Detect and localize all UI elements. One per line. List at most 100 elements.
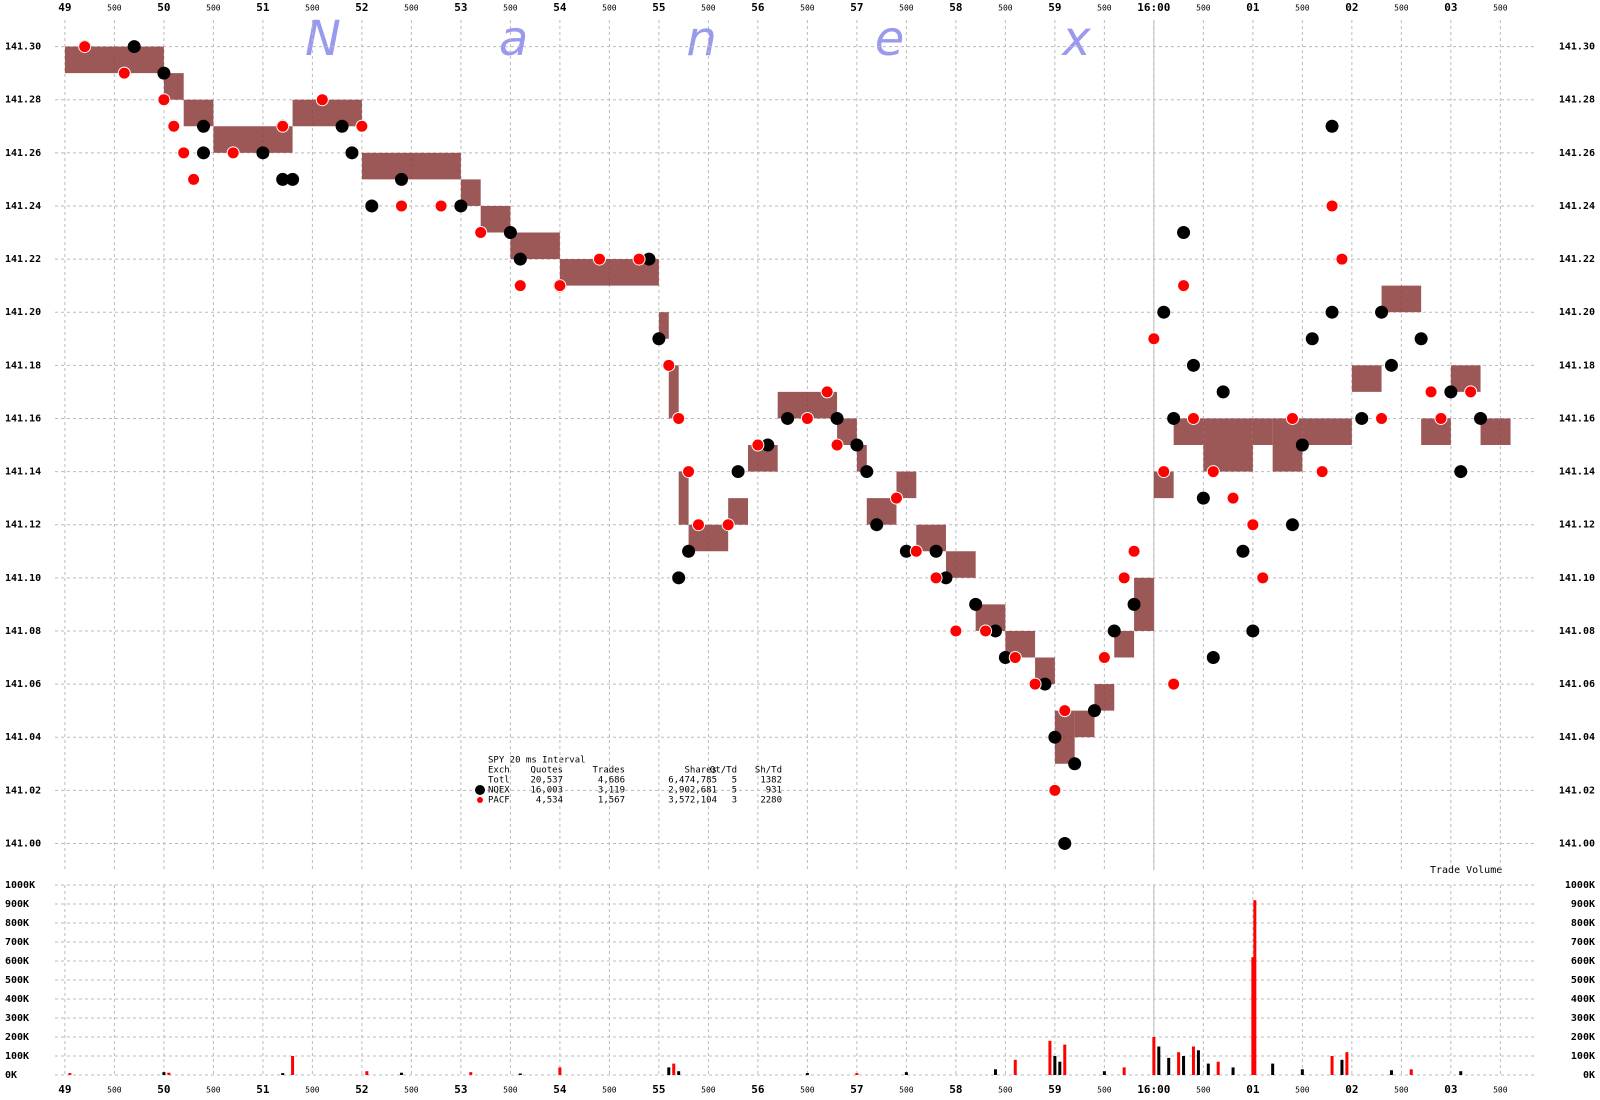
y-tick-label: 141.16 [5,413,41,424]
x-tick-label: 500 [602,1086,617,1095]
trade-point [1335,252,1349,266]
trade-point [889,491,903,505]
y-tick-label: 300K [1571,1013,1595,1024]
volume-bar [1182,1056,1186,1075]
volume-bar [1253,900,1257,1075]
trade-point [1107,624,1121,638]
y-tick-label: 141.18 [1559,360,1595,371]
volume-bar [68,1073,72,1075]
volume-bar [1058,1061,1062,1075]
trade-point [1127,597,1141,611]
trade-point [434,199,448,213]
trade-point [276,119,290,133]
x-tick-label: 500 [1493,1086,1508,1095]
volume-bar [1063,1044,1067,1075]
x-tick-label: 56 [751,1083,765,1096]
volume-bar [1053,1056,1057,1075]
trade-point [513,252,527,266]
watermark: Nanex [305,11,1249,67]
x-tick-label: 51 [256,1083,270,1096]
x-tick-label: 50 [157,1,170,14]
y-tick-label: 800K [1571,918,1595,929]
trade-point [1157,305,1171,319]
x-tick-label: 500 [998,4,1013,13]
stats-header: Qt/Td [710,766,737,776]
trade-point [256,146,270,160]
stats-cell: 16,003 [530,786,563,796]
nbbo-band [480,205,511,233]
trade-point [503,226,517,239]
y-tick-label: 141.28 [1559,95,1595,106]
y-tick-label: 141.02 [1559,785,1595,796]
y-tick-label: 141.06 [5,679,41,690]
trade-point [1325,305,1339,319]
volume-title: Trade Volume [1430,865,1502,876]
trade-point [1246,518,1260,532]
y-tick-label: 141.08 [5,626,41,637]
trade-point [394,172,408,186]
stats-cell: 6,474,785 [668,776,717,786]
trade-point [860,465,874,479]
volume-bar [162,1072,166,1075]
trade-point [1177,226,1191,239]
x-tick-label: 53 [454,1083,467,1096]
y-tick-label: 141.22 [5,254,41,265]
x-tick-label: 02 [1345,1,1358,14]
trade-point [1048,783,1062,797]
volume-bar [993,1069,997,1075]
nbbo-band [945,551,976,578]
trade-point [672,571,686,585]
trade-point [345,146,359,160]
x-tick-label: 16:00 [1137,1083,1170,1096]
x-tick-label: 49 [58,1,71,14]
x-tick-label: 16:00 [1137,1,1170,14]
trade-point [454,199,468,213]
x-tick-label: 58 [949,1083,962,1096]
y-tick-label: 400K [5,994,29,1005]
trade-point [682,465,696,479]
stats-cell: 1,567 [598,796,625,806]
trade-point [652,332,666,346]
trade-point [1236,544,1250,558]
trade-point [117,66,131,80]
stats-cell: 2280 [760,796,782,806]
trade-point [1186,358,1200,372]
nbbo-band [361,152,461,180]
trade-point [830,411,844,425]
trade-point [1117,571,1131,585]
x-tick-label: 58 [949,1,962,14]
y-tick-label: 1000K [5,880,35,891]
trade-point [1355,411,1369,425]
nbbo-band [1351,365,1382,392]
trade-point [167,119,181,133]
x-tick-label: 50 [157,1083,170,1096]
trade-point [157,93,171,107]
trade-point [355,119,369,133]
x-tick-label: 01 [1246,1,1260,14]
trade-point [909,544,923,558]
y-tick-label: 141.12 [1559,520,1595,531]
trade-point [682,544,696,558]
x-tick-label: 500 [800,1086,815,1095]
trade-point [731,465,745,479]
trade-point [672,411,686,425]
nbbo-band [856,445,867,472]
volume-bar [1251,957,1255,1075]
trade-point [1186,411,1200,425]
trade-point [1167,411,1181,425]
trade-point [721,518,735,532]
volume-bar [677,1071,681,1075]
nbbo-band [678,471,689,525]
stats-cell: 4,686 [598,776,625,786]
nbbo-band [975,604,1006,631]
trade-point [1325,199,1339,213]
y-tick-label: 0K [1583,1070,1595,1081]
legend-marker [475,785,485,795]
trade-point [1127,544,1141,558]
nbbo-band [1074,710,1095,738]
trade-point [335,119,349,133]
volume-bar [1409,1069,1413,1075]
x-tick-label: 54 [553,1,567,14]
y-tick-label: 141.16 [1559,413,1595,424]
y-tick-label: 141.10 [5,573,41,584]
